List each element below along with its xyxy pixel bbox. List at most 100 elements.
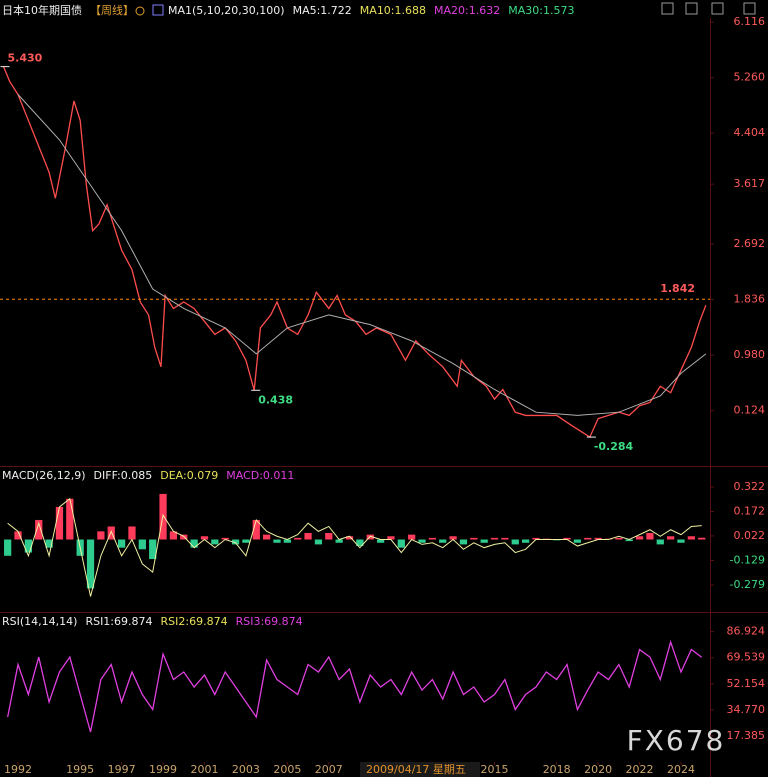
y-tick-label: 1.836 bbox=[734, 293, 766, 306]
annotation-label: -0.284 bbox=[594, 440, 634, 453]
annotation-label: 0.438 bbox=[258, 393, 293, 406]
macd-bar bbox=[490, 537, 499, 540]
y-tick-label: 5.260 bbox=[734, 71, 766, 84]
macd-bar bbox=[55, 506, 64, 540]
x-tick-label: 2024 bbox=[667, 763, 695, 776]
header-text: MA5:1.722 bbox=[293, 4, 352, 17]
series-line bbox=[7, 497, 702, 597]
x-tick-label: 1999 bbox=[149, 763, 177, 776]
macd-bar bbox=[107, 526, 115, 540]
macd-bar bbox=[45, 539, 53, 548]
macd-bar bbox=[418, 539, 426, 543]
macd-bar bbox=[117, 539, 126, 548]
macd-bar bbox=[439, 539, 447, 543]
icon[interactable] bbox=[685, 2, 698, 15]
header-text: 日本10年期国债 bbox=[2, 3, 82, 17]
macd-bar bbox=[345, 536, 354, 540]
x-tick-label: 1995 bbox=[66, 763, 94, 776]
icon[interactable] bbox=[743, 2, 756, 15]
macd-bar bbox=[200, 536, 209, 540]
macd-bar bbox=[97, 531, 105, 540]
x-tick-label: 2020 bbox=[584, 763, 612, 776]
macd-bar bbox=[646, 532, 654, 540]
macd-bar bbox=[687, 536, 695, 540]
macd-bar bbox=[252, 519, 260, 540]
macd-bar bbox=[294, 537, 302, 540]
x-tick-label: 2018 bbox=[543, 763, 571, 776]
macd-bar bbox=[66, 498, 74, 540]
macd-bar bbox=[24, 539, 33, 553]
macd-bar bbox=[325, 532, 333, 540]
indicator-icon[interactable] bbox=[152, 4, 164, 16]
macd-bar bbox=[408, 534, 416, 540]
y-tick-label: 0.022 bbox=[734, 529, 766, 542]
x-tick-label: 1997 bbox=[108, 763, 136, 776]
macd-bar bbox=[615, 537, 623, 540]
macd-bar bbox=[211, 539, 219, 545]
header-text: MACD(26,12,9) bbox=[2, 469, 86, 482]
y-tick-label: 0.980 bbox=[734, 348, 766, 361]
header-text: DEA:0.079 bbox=[160, 469, 218, 482]
macd-bar bbox=[169, 531, 178, 540]
y-tick-label: 52.154 bbox=[727, 677, 766, 690]
icon[interactable] bbox=[711, 2, 724, 15]
header-text: MA10:1.688 bbox=[360, 4, 426, 17]
macd-bar bbox=[366, 534, 374, 540]
macd-bar bbox=[594, 537, 602, 540]
x-tick-label: 2003 bbox=[232, 763, 260, 776]
macd-bar bbox=[283, 539, 291, 543]
header-text: MA1(5,10,20,30,100) bbox=[168, 4, 285, 17]
settings-icon[interactable] bbox=[135, 6, 145, 16]
macd-bar bbox=[428, 537, 437, 540]
header-text: RSI3:69.874 bbox=[236, 615, 303, 628]
x-tick-label: 1992 bbox=[4, 763, 32, 776]
macd-bar bbox=[138, 539, 146, 550]
y-tick-label: 6.116 bbox=[734, 15, 766, 28]
macd-bar bbox=[698, 537, 706, 540]
crosshair-date: 2009/04/17 星期五 bbox=[366, 763, 466, 776]
macd-bar bbox=[149, 539, 157, 560]
macd-bar bbox=[190, 539, 198, 548]
y-tick-label: 2.692 bbox=[734, 237, 766, 250]
y-tick-label: 34.770 bbox=[727, 703, 766, 716]
macd-bar bbox=[387, 536, 395, 540]
header-text: 【周线】 bbox=[90, 3, 134, 17]
macd-bar bbox=[180, 534, 188, 540]
macd-bar bbox=[304, 532, 312, 540]
x-tick-label: 2005 bbox=[273, 763, 301, 776]
macd-bar bbox=[656, 539, 664, 545]
macd-bar bbox=[449, 536, 457, 540]
y-tick-label: -0.129 bbox=[730, 554, 765, 567]
macd-bar bbox=[625, 539, 633, 542]
macd-bar bbox=[459, 539, 468, 545]
y-tick-label: 0.124 bbox=[734, 404, 766, 417]
icon[interactable] bbox=[661, 2, 674, 15]
header-text: DIFF:0.085 bbox=[94, 469, 153, 482]
x-tick-label: 2007 bbox=[315, 763, 343, 776]
macd-bar bbox=[667, 536, 675, 540]
y-tick-label: 4.404 bbox=[734, 126, 766, 139]
x-tick-label: 2022 bbox=[626, 763, 654, 776]
header-text: MA20:1.632 bbox=[434, 4, 500, 17]
y-tick-label: 69.539 bbox=[727, 651, 766, 664]
y-tick-label: 86.924 bbox=[727, 625, 766, 638]
y-tick-label: 3.617 bbox=[734, 177, 766, 190]
macd-bar bbox=[35, 519, 43, 540]
y-tick-label: 17.385 bbox=[727, 729, 766, 742]
macd-bar bbox=[273, 539, 281, 543]
header-text: MA30:1.573 bbox=[508, 4, 574, 17]
toolbar-icons bbox=[661, 2, 756, 15]
header-text: MACD:0.011 bbox=[226, 469, 294, 482]
macd-bar bbox=[532, 537, 540, 540]
y-tick-label: 0.172 bbox=[734, 504, 766, 517]
macd-bar bbox=[397, 539, 405, 548]
series-line bbox=[17, 94, 707, 416]
macd-bar bbox=[511, 539, 519, 545]
header-text: RSI2:69.874 bbox=[161, 615, 228, 628]
macd-bar bbox=[677, 539, 685, 543]
macd-bar bbox=[335, 539, 343, 543]
macd-bar bbox=[221, 537, 229, 540]
y-tick-label: 0.322 bbox=[734, 480, 766, 493]
